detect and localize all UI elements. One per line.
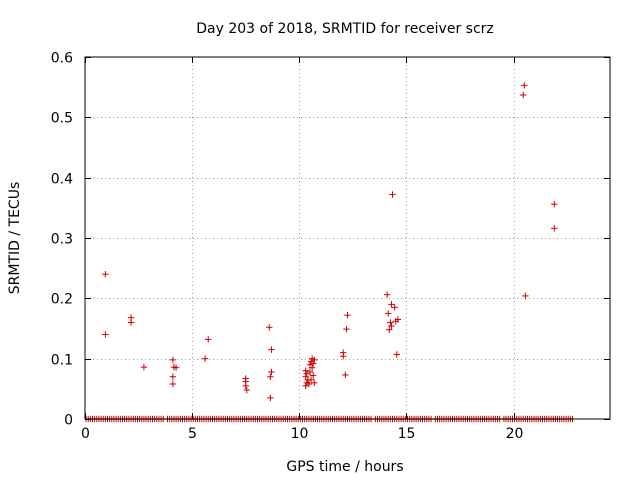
data-point (342, 371, 349, 379)
y-tick-label: 0.2 (51, 292, 73, 308)
data-point (311, 379, 318, 386)
data-point (387, 319, 394, 326)
data-point (344, 312, 351, 319)
data-point (310, 360, 317, 367)
y-tick-label: 0.4 (51, 172, 73, 188)
data-point (267, 394, 274, 402)
data-point (302, 382, 309, 390)
data-point (521, 82, 528, 89)
data-point (268, 368, 275, 376)
data-point (385, 310, 392, 317)
data-point (551, 225, 558, 232)
data-point (267, 373, 274, 380)
x-tick-labels: 0 5 10 15 20 (81, 426, 523, 442)
axis-ticks (85, 57, 610, 420)
y-tick-label: 0.1 (51, 353, 73, 369)
data-points (102, 82, 558, 402)
y-tick-label: 0 (64, 413, 73, 429)
x-tick-label: 20 (506, 426, 524, 442)
data-point (388, 322, 395, 330)
data-point (205, 336, 212, 343)
data-point (302, 367, 309, 374)
data-point (551, 201, 558, 208)
data-point (169, 380, 177, 388)
data-point (306, 368, 314, 376)
data-point (393, 351, 400, 358)
data-point (243, 386, 250, 394)
data-point (169, 373, 177, 380)
y-axis-label: SRMTID / TECUs (7, 182, 23, 295)
chart-title: Day 203 of 2018, SRMTID for receiver scr… (196, 21, 494, 37)
y-tick-labels: 0 0.1 0.2 0.3 0.4 0.5 0.6 (51, 51, 73, 429)
x-axis-label: GPS time / hours (286, 459, 403, 475)
data-point (392, 318, 399, 325)
data-point (268, 346, 275, 353)
data-point (520, 91, 527, 99)
y-tick-label: 0.5 (51, 111, 73, 127)
data-point (391, 304, 398, 311)
data-point (303, 370, 310, 377)
data-point (522, 292, 529, 300)
y-tick-label: 0.6 (51, 51, 73, 67)
x-tick-label: 0 (81, 426, 90, 442)
data-point (340, 353, 347, 360)
data-point (311, 356, 318, 364)
data-point (389, 191, 396, 198)
y-tick-label: 0.3 (51, 232, 73, 248)
data-point (343, 325, 350, 333)
data-point (305, 380, 313, 388)
data-point (266, 324, 273, 331)
data-point (201, 355, 209, 362)
plot-frame (84, 56, 611, 420)
data-point (388, 301, 395, 308)
x-tick-label: 15 (398, 426, 416, 442)
data-point (307, 376, 315, 383)
data-point (169, 356, 177, 364)
data-point (102, 331, 109, 338)
grid-lines (85, 57, 610, 419)
data-point (140, 363, 148, 371)
data-point (383, 291, 391, 298)
data-point (127, 319, 135, 326)
x-tick-label: 10 (291, 426, 309, 442)
data-point (242, 382, 249, 390)
data-point (310, 372, 317, 379)
x-tick-label: 5 (188, 426, 197, 442)
data-point (102, 271, 109, 278)
data-point (172, 364, 180, 371)
data-point (308, 364, 316, 371)
data-point (386, 326, 393, 333)
